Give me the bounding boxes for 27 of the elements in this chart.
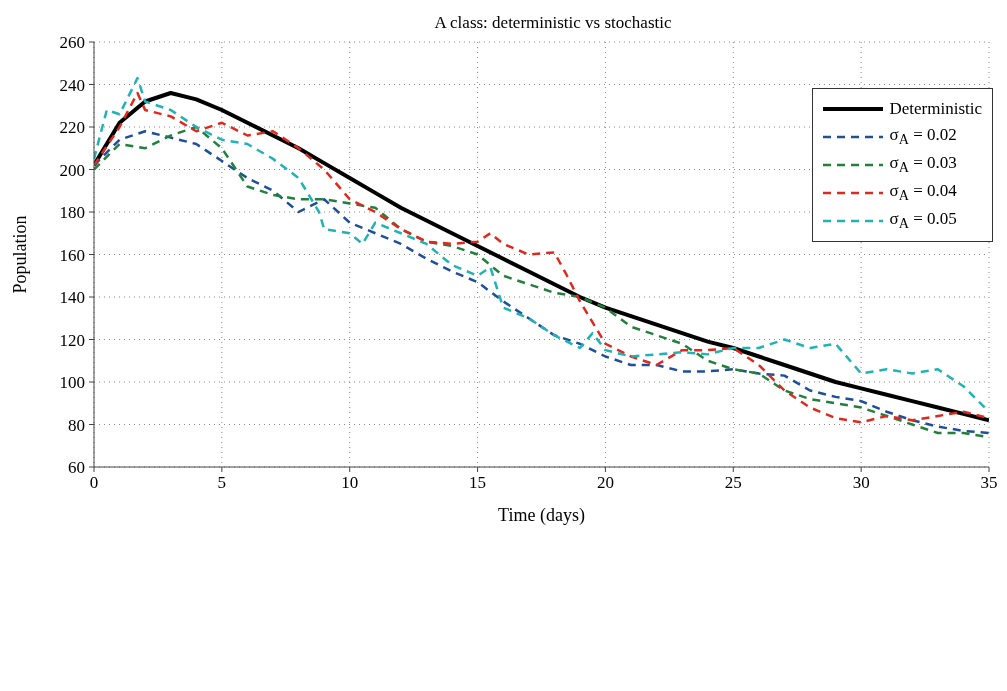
legend-label: σ$_{A}$ = 0.03 [889, 153, 957, 177]
y-tick-label: 200 [59, 160, 85, 180]
y-axis-title: Population [10, 215, 31, 294]
y-tick-label: 140 [59, 288, 85, 308]
chart-title: A class: deterministic vs stochastic [434, 13, 672, 32]
legend-label: σ$_{A}$ = 0.04 [889, 181, 957, 205]
x-tick-label: 35 [980, 473, 998, 493]
y-tick-label: 120 [59, 330, 85, 350]
legend-label: σ$_{A}$ = 0.02 [889, 125, 957, 149]
x-tick-label: 25 [724, 473, 742, 493]
y-tick-label: 60 [68, 458, 85, 478]
x-axis-title: Time (days) [498, 505, 585, 526]
y-tick-label: 80 [68, 415, 85, 435]
x-tick-label: 0 [89, 473, 99, 493]
y-tick-label: 260 [59, 33, 85, 53]
y-tick-label: 100 [59, 373, 85, 393]
legend-label: σ$_{A}$ = 0.05 [889, 209, 957, 233]
y-tick-label: 240 [59, 75, 85, 95]
y-tick-label: 180 [59, 203, 85, 223]
legend-label: Deterministic [889, 99, 982, 119]
x-tick-label: 30 [852, 473, 870, 493]
x-tick-label: 5 [217, 473, 227, 493]
x-tick-label: 20 [596, 473, 614, 493]
y-tick-label: 220 [59, 118, 85, 138]
x-tick-label: 15 [469, 473, 487, 493]
y-tick-label: 160 [59, 245, 85, 265]
x-tick-label: 10 [341, 473, 359, 493]
